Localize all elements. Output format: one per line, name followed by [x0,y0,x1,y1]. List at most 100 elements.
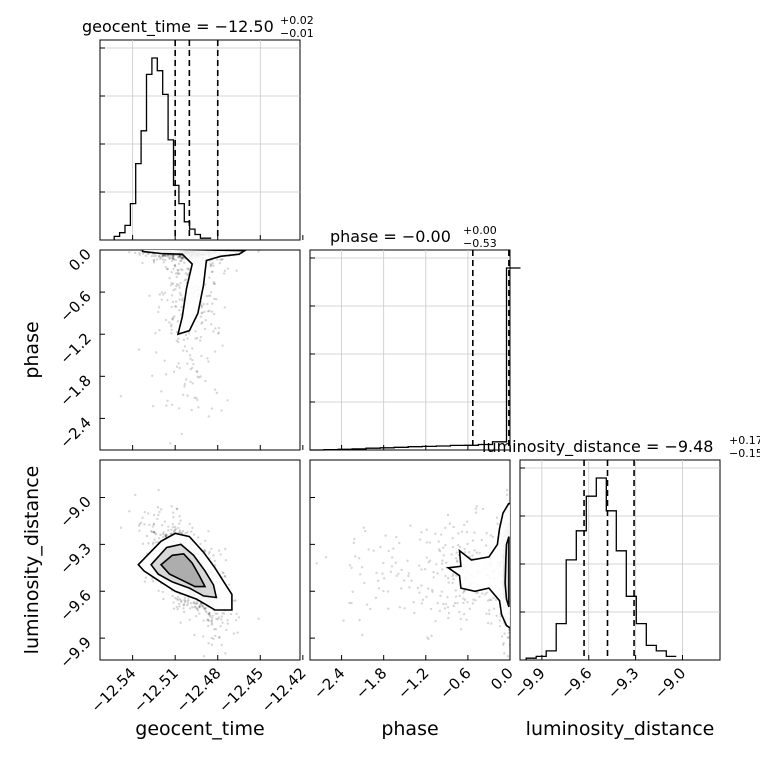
sample-point [435,563,438,566]
sample-point [442,602,445,606]
sample-point [207,612,210,616]
sample-point [157,488,160,492]
sample-point [446,513,450,517]
sample-point [440,590,443,593]
sample-point [141,516,144,519]
sample-point [473,531,476,534]
sample-point [476,591,480,595]
sample-point [154,533,158,536]
sample-point [462,601,465,605]
sample-point [451,573,455,576]
y-tick-label-phase: −1.2 [56,329,94,367]
sample-point [444,561,448,564]
sample-point [167,255,170,259]
sample-point [367,548,370,551]
sample-point [172,515,175,519]
sample-point [447,616,450,620]
sample-point [219,625,222,628]
sample-point [207,619,210,622]
sample-point [179,519,182,522]
sample-point [170,259,174,263]
sample-point [180,258,183,261]
sample-point [192,533,196,536]
sample-point [507,628,510,631]
sample-point [222,272,226,275]
sample-point [412,600,415,604]
sample-point [496,522,499,525]
sample-point [207,360,210,363]
sample-point [212,637,215,641]
sample-point [191,358,194,362]
sample-point [171,317,174,320]
sample-point [170,403,174,406]
sample-point [217,616,221,619]
sample-point [216,332,220,335]
sample-point [185,378,188,381]
sample-point [178,407,181,410]
sample-point [463,547,466,551]
sample-point [204,606,208,610]
sample-point [458,610,461,614]
sample-point [178,598,182,601]
sample-point [218,636,221,639]
sample-point [178,254,181,257]
sample-point [198,339,202,342]
sample-point [235,612,238,615]
sample-point [457,532,460,535]
sample-point [146,512,150,515]
sample-point [212,554,215,557]
sample-point [151,404,155,408]
sample-point [197,536,200,539]
sample-point [170,282,173,285]
sample-point [221,258,224,261]
title-geocent-time-sub: −0.01 [280,27,314,40]
sample-point [171,511,175,514]
sample-point [161,532,165,536]
x-tick-label-geocent_time: −12.48 [173,664,225,716]
sample-point [157,513,160,517]
sample-point [211,302,214,305]
sample-point [456,601,459,605]
sample-point [151,577,154,580]
sample-point [416,586,420,590]
sample-point [206,357,209,360]
sample-point [227,583,231,586]
sample-point [186,394,189,397]
x-tick-label-luminosity_distance: −9.6 [557,664,595,702]
sample-point [173,315,176,318]
sample-point [141,542,145,546]
sample-point [186,602,190,605]
sample-point [237,616,241,619]
sample-point [446,606,450,609]
sample-point [204,539,207,543]
sample-point [210,643,214,646]
sample-point [451,545,455,549]
sample-point [206,619,210,622]
sample-point [213,297,216,301]
sample-point [379,545,382,549]
sample-point [207,552,211,555]
sample-point [179,254,182,257]
contour-group [504,536,510,608]
histogram-geocent_time [113,57,212,240]
sample-point [202,607,206,610]
sample-point [454,589,457,592]
sample-point [184,333,188,337]
sample-point [155,351,158,354]
sample-point [459,628,463,631]
sample-point [211,614,214,617]
sample-point [171,254,175,257]
sample-point [183,279,186,282]
sample-point [372,549,375,552]
sample-point [456,543,460,547]
sample-point [215,298,218,301]
sample-point [166,254,170,257]
sample-point [485,531,488,535]
sample-point [174,525,177,529]
sample-point [134,251,137,255]
sample-point [199,602,203,606]
sample-point [145,534,149,538]
sample-point [452,604,455,608]
sample-point [210,323,213,326]
sample-point [454,557,458,560]
